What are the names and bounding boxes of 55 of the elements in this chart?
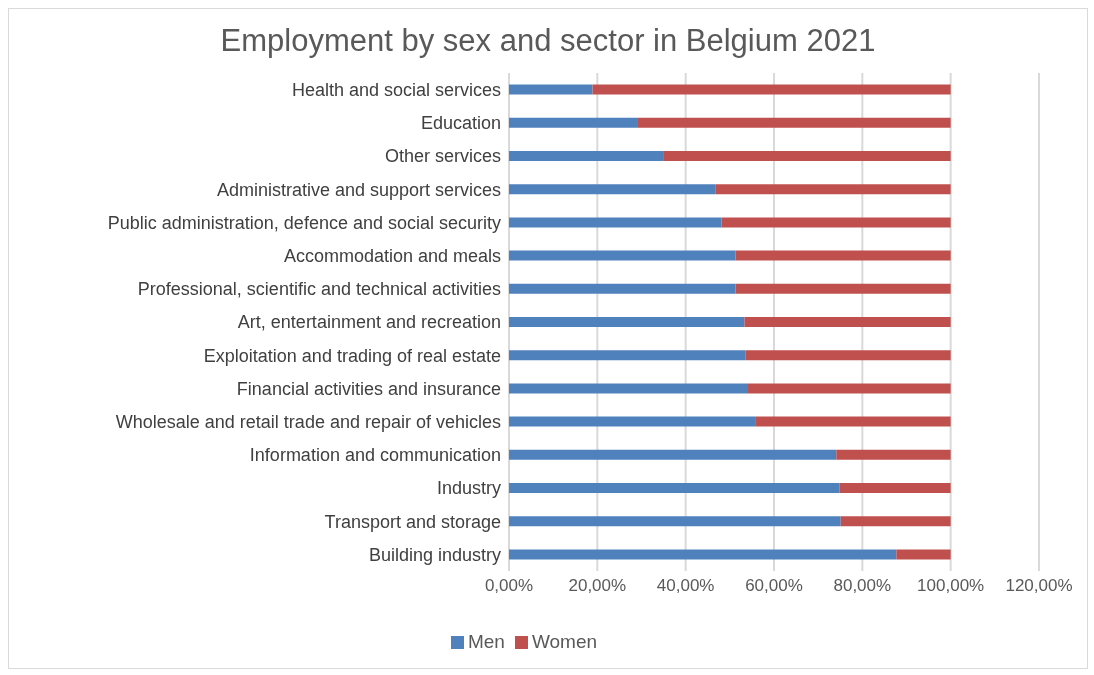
bar	[745, 350, 951, 361]
bar	[509, 184, 716, 195]
bar	[509, 151, 664, 162]
bar	[744, 317, 951, 328]
bar	[839, 483, 951, 494]
y-tick-label: Accommodation and meals	[283, 245, 501, 266]
legend-label: Women	[531, 631, 598, 652]
x-tick-label: 40,00%	[656, 576, 715, 596]
x-tick-label: 20,00%	[568, 576, 627, 596]
bar	[509, 416, 756, 427]
bar	[715, 184, 951, 195]
bar	[840, 516, 951, 527]
bar	[509, 549, 897, 560]
bar	[509, 350, 746, 361]
y-tick-label: Wholesale and retail trade and repair of vehicles	[115, 411, 501, 432]
x-tick-label: 60,00%	[745, 576, 803, 596]
bar	[735, 250, 951, 261]
y-tick-label: Financial activities and insurance	[236, 378, 501, 399]
y-tick-label: Information and communication	[249, 445, 501, 466]
bar	[663, 151, 951, 162]
bar	[735, 283, 951, 294]
y-tick-label: Transport and storage	[324, 511, 501, 532]
bar	[755, 416, 951, 427]
y-tick-label: Education	[420, 113, 501, 134]
bar	[509, 84, 593, 95]
y-tick-label: Exploitation and trading of real estate	[203, 345, 501, 366]
y-tick-label: Administrative and support services	[216, 179, 501, 200]
bar	[637, 117, 951, 128]
y-tick-label: Industry	[436, 478, 501, 499]
bar	[836, 449, 951, 460]
bar	[509, 250, 736, 261]
y-tick-label: Building industry	[368, 544, 501, 565]
y-tick-label: Health and social services	[291, 79, 501, 100]
bar	[509, 449, 837, 460]
bar	[509, 283, 736, 294]
chart-title: Employment by sex and sector in Belgium 2021	[219, 23, 877, 60]
y-tick-label: Public administration, defence and social security	[107, 212, 501, 233]
x-tick-label: 100,00%	[917, 576, 985, 596]
y-tick-label: Professional, scientific and technical activities	[137, 279, 501, 300]
bar	[509, 117, 638, 128]
bar	[592, 84, 951, 95]
y-tick-label: Other services	[384, 146, 501, 167]
bar	[896, 549, 951, 560]
bar	[509, 483, 840, 494]
x-tick-label: 0,00%	[484, 576, 534, 596]
x-tick-label: 120,00%	[1005, 576, 1073, 596]
bar	[721, 217, 951, 228]
y-tick-label: Art, entertainment and recreation	[237, 312, 501, 333]
bar	[509, 516, 841, 527]
x-tick-label: 80,00%	[833, 576, 892, 596]
bar	[509, 383, 748, 394]
bar	[509, 217, 722, 228]
bar	[747, 383, 951, 394]
bar	[509, 317, 745, 328]
legend-label: Men	[467, 631, 505, 652]
